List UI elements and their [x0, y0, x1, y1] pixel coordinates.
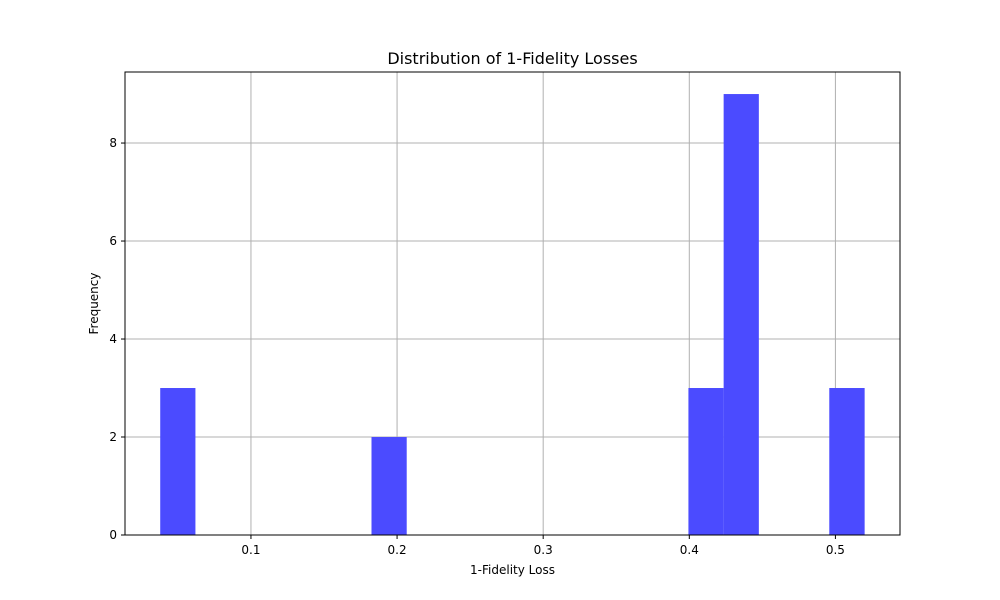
plot-frame: [124, 71, 901, 536]
x-tick-label: 0.3: [534, 543, 553, 557]
y-axis-title: Frequency: [87, 273, 101, 335]
histogram-bar: [723, 94, 759, 536]
histogram-bar: [160, 388, 196, 535]
histogram-bar: [688, 388, 724, 535]
y-tick-label: 2: [109, 430, 117, 444]
x-tick-label: 0.4: [680, 543, 699, 557]
histogram-bar: [829, 388, 865, 535]
y-tick-label: 4: [109, 332, 117, 346]
bars: [160, 94, 865, 536]
histogram-bar: [371, 437, 407, 535]
x-tick-label: 0.1: [241, 543, 260, 557]
axis-ticks: 0.1 0.2 0.3 0.4 0.5 0 2 4 6 8: [109, 136, 845, 557]
chart-title: Distribution of 1-Fidelity Losses: [387, 49, 637, 68]
y-tick-label: 0: [109, 528, 117, 542]
x-tick-label: 0.5: [826, 543, 845, 557]
grid: [125, 72, 900, 536]
y-tick-label: 8: [109, 136, 117, 150]
x-tick-label: 0.2: [388, 543, 407, 557]
y-tick-label: 6: [109, 234, 117, 248]
x-axis-title: 1-Fidelity Loss: [470, 563, 555, 577]
